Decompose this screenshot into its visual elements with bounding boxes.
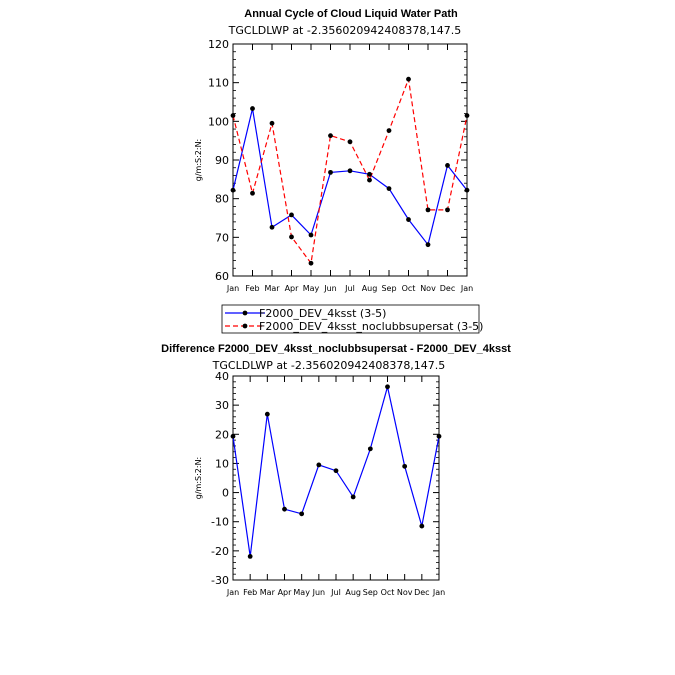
- data-point-series-1: [464, 187, 470, 193]
- data-point-series-1: [264, 411, 270, 417]
- y-tick-label: 20: [215, 428, 229, 441]
- data-point-series-1: [385, 384, 390, 390]
- x-tick-label: Jun: [323, 284, 337, 293]
- data-point-series-1: [247, 553, 253, 559]
- data-point-series-1: [419, 523, 425, 529]
- x-tick-label: Jul: [330, 588, 341, 597]
- y-tick-label: -30: [211, 574, 229, 587]
- series-line-1: [232, 108, 468, 247]
- x-tick-label: Jan: [460, 284, 473, 293]
- x-tick-label: Aug: [362, 284, 378, 293]
- chart-1: Annual Cycle of Cloud Liquid Water Path …: [194, 8, 483, 334]
- x-tick-label: Apr: [278, 588, 293, 597]
- legend-label-series-2: F2000_DEV_4ksst_noclubbsupersat (3-5): [259, 320, 483, 333]
- y-tick-label: 30: [215, 399, 229, 412]
- data-point-series-2: [269, 120, 275, 126]
- chart-2-plot-area: -30 -20 -10 0 10 20 30 40 Jan Feb Mar Apr May Jun Jul A…: [211, 370, 445, 597]
- y-tick-label: 90: [215, 154, 229, 167]
- x-tick-label: Jan: [226, 284, 239, 293]
- data-point-series-2: [328, 133, 333, 139]
- x-tick-label: Dec: [440, 284, 455, 293]
- chart-2: Difference F2000_DEV_4ksst_noclubbsupers…: [161, 343, 511, 597]
- data-point-series-1: [333, 468, 339, 474]
- data-point-series-1: [386, 186, 392, 192]
- x-tick-label: Sep: [381, 284, 396, 293]
- y-tick-label: 70: [215, 231, 229, 244]
- x-tick-label: Aug: [345, 588, 361, 597]
- x-tick-label: Nov: [397, 588, 413, 597]
- data-point-series-1: [250, 106, 255, 111]
- data-point-series-1: [425, 242, 431, 248]
- data-point-series-2: [386, 128, 392, 134]
- chart-2-title: Difference F2000_DEV_4ksst_noclubbsupers…: [161, 343, 511, 355]
- data-point-series-1: [347, 168, 353, 174]
- x-tick-label: Apr: [285, 284, 300, 293]
- x-tick-label: Nov: [420, 284, 436, 293]
- data-point-series-1: [445, 163, 450, 168]
- chart-2-subtitle: TGCLDLWP at -2.356020942408378,147.5: [212, 359, 446, 372]
- data-point-series-1: [402, 463, 408, 469]
- x-tick-label: May: [293, 588, 310, 597]
- data-point-series-2: [250, 190, 255, 196]
- chart-1-y-axis-label: g/m:S:2:N:: [194, 139, 203, 182]
- data-point-series-1: [282, 506, 287, 512]
- data-point-series-1: [406, 217, 411, 222]
- data-point-series-2: [289, 234, 294, 240]
- data-point-series-1: [367, 446, 373, 452]
- chart-2-y-axis-label: g/m:S:2:N:: [194, 457, 203, 500]
- x-tick-label: Oct: [402, 284, 416, 293]
- data-point-series-1: [436, 433, 442, 439]
- data-point-series-1: [269, 224, 275, 230]
- x-tick-label: Jun: [312, 588, 326, 597]
- legend-marker-series-1: [242, 310, 248, 316]
- x-tick-label: Mar: [260, 588, 276, 597]
- data-point-series-1: [289, 212, 294, 218]
- data-point-series-2: [347, 139, 353, 145]
- chart-1-title: Annual Cycle of Cloud Liquid Water Path: [244, 8, 458, 20]
- data-point-series-2: [367, 177, 372, 183]
- y-tick-label: 110: [208, 77, 229, 90]
- y-tick-label: 10: [215, 457, 229, 470]
- data-point-series-2: [308, 260, 314, 266]
- data-point-series-2: [464, 113, 470, 118]
- y-tick-label: 60: [215, 270, 229, 283]
- legend-marker-series-2: [242, 323, 248, 329]
- x-tick-label: Jan: [226, 588, 239, 597]
- x-tick-label: Feb: [245, 284, 259, 293]
- data-point-series-2: [445, 207, 450, 213]
- legend-box: [221, 304, 480, 334]
- data-point-series-2: [406, 76, 411, 82]
- data-point-series-1: [230, 187, 236, 193]
- data-point-series-1: [308, 232, 314, 238]
- y-tick-label: 100: [208, 115, 229, 128]
- y-tick-label: 120: [208, 38, 229, 51]
- y-tick-label: -20: [211, 545, 229, 558]
- y-tick-label: -10: [211, 516, 229, 529]
- chart-1-frame: [232, 43, 468, 277]
- x-tick-label: May: [303, 284, 320, 293]
- y-tick-label: 80: [215, 193, 229, 206]
- data-point-series-1: [328, 169, 333, 175]
- data-point-series-1: [299, 511, 305, 517]
- x-tick-label: Jan: [432, 588, 445, 597]
- y-tick-label: 0: [222, 487, 229, 500]
- x-tick-label: Oct: [381, 588, 395, 597]
- chart-1-legend: F2000_DEV_4ksst (3-5) F2000_DEV_4ksst_no…: [221, 304, 483, 334]
- data-point-series-1: [367, 171, 372, 177]
- legend-label-series-1: F2000_DEV_4ksst (3-5): [259, 307, 386, 320]
- x-tick-label: Mar: [264, 284, 280, 293]
- y-tick-label: 40: [215, 370, 229, 383]
- x-tick-label: Dec: [414, 588, 429, 597]
- chart-1-plot-area: 60 70 80 90 100 110 120 Jan Feb Mar Apr May Jun Jul Au…: [208, 38, 473, 293]
- x-tick-label: Jul: [344, 284, 355, 293]
- x-tick-label: Sep: [363, 588, 378, 597]
- data-point-series-1: [230, 433, 236, 439]
- data-point-series-2: [425, 207, 431, 213]
- data-point-series-2: [230, 113, 236, 118]
- x-tick-label: Feb: [243, 588, 257, 597]
- chart-1-subtitle: TGCLDLWP at -2.356020942408378,147.5: [228, 24, 462, 37]
- data-point-series-1: [350, 494, 356, 500]
- data-point-series-1: [316, 462, 322, 468]
